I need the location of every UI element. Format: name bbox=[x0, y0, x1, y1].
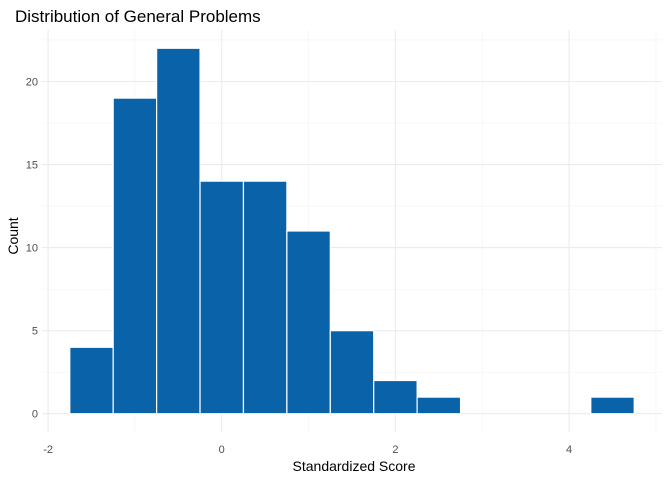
histogram-bar-2 bbox=[156, 47, 201, 415]
y-axis-label: Count bbox=[5, 217, 21, 254]
histogram-bar-12 bbox=[590, 396, 635, 415]
x-axis-label: Standardized Score bbox=[293, 458, 416, 474]
histogram-bar-7 bbox=[373, 379, 418, 415]
histogram-bar-6 bbox=[329, 330, 375, 415]
x-tick-label: -2 bbox=[43, 444, 53, 456]
histogram-bar-1 bbox=[112, 97, 158, 415]
x-tick-labels: -2 0 2 4 bbox=[43, 444, 572, 456]
histogram-bar-5 bbox=[286, 230, 331, 415]
y-tick-labels: 0 5 10 15 20 bbox=[26, 76, 38, 420]
chart-title: Distribution of General Problems bbox=[15, 7, 261, 26]
histogram-bar-3 bbox=[199, 180, 245, 415]
x-tick-label: 4 bbox=[566, 444, 572, 456]
y-tick-label: 0 bbox=[32, 409, 38, 421]
bars bbox=[69, 47, 635, 415]
histogram-bar-8 bbox=[416, 396, 462, 415]
x-tick-label: 2 bbox=[392, 444, 398, 456]
x-tick-label: 0 bbox=[219, 444, 225, 456]
y-tick-label: 20 bbox=[26, 76, 38, 88]
y-tick-label: 15 bbox=[26, 160, 38, 172]
y-tick-label: 10 bbox=[26, 243, 38, 255]
y-tick-label: 5 bbox=[32, 326, 38, 338]
histogram-bar-4 bbox=[242, 180, 288, 415]
histogram-bar-0 bbox=[69, 346, 114, 415]
